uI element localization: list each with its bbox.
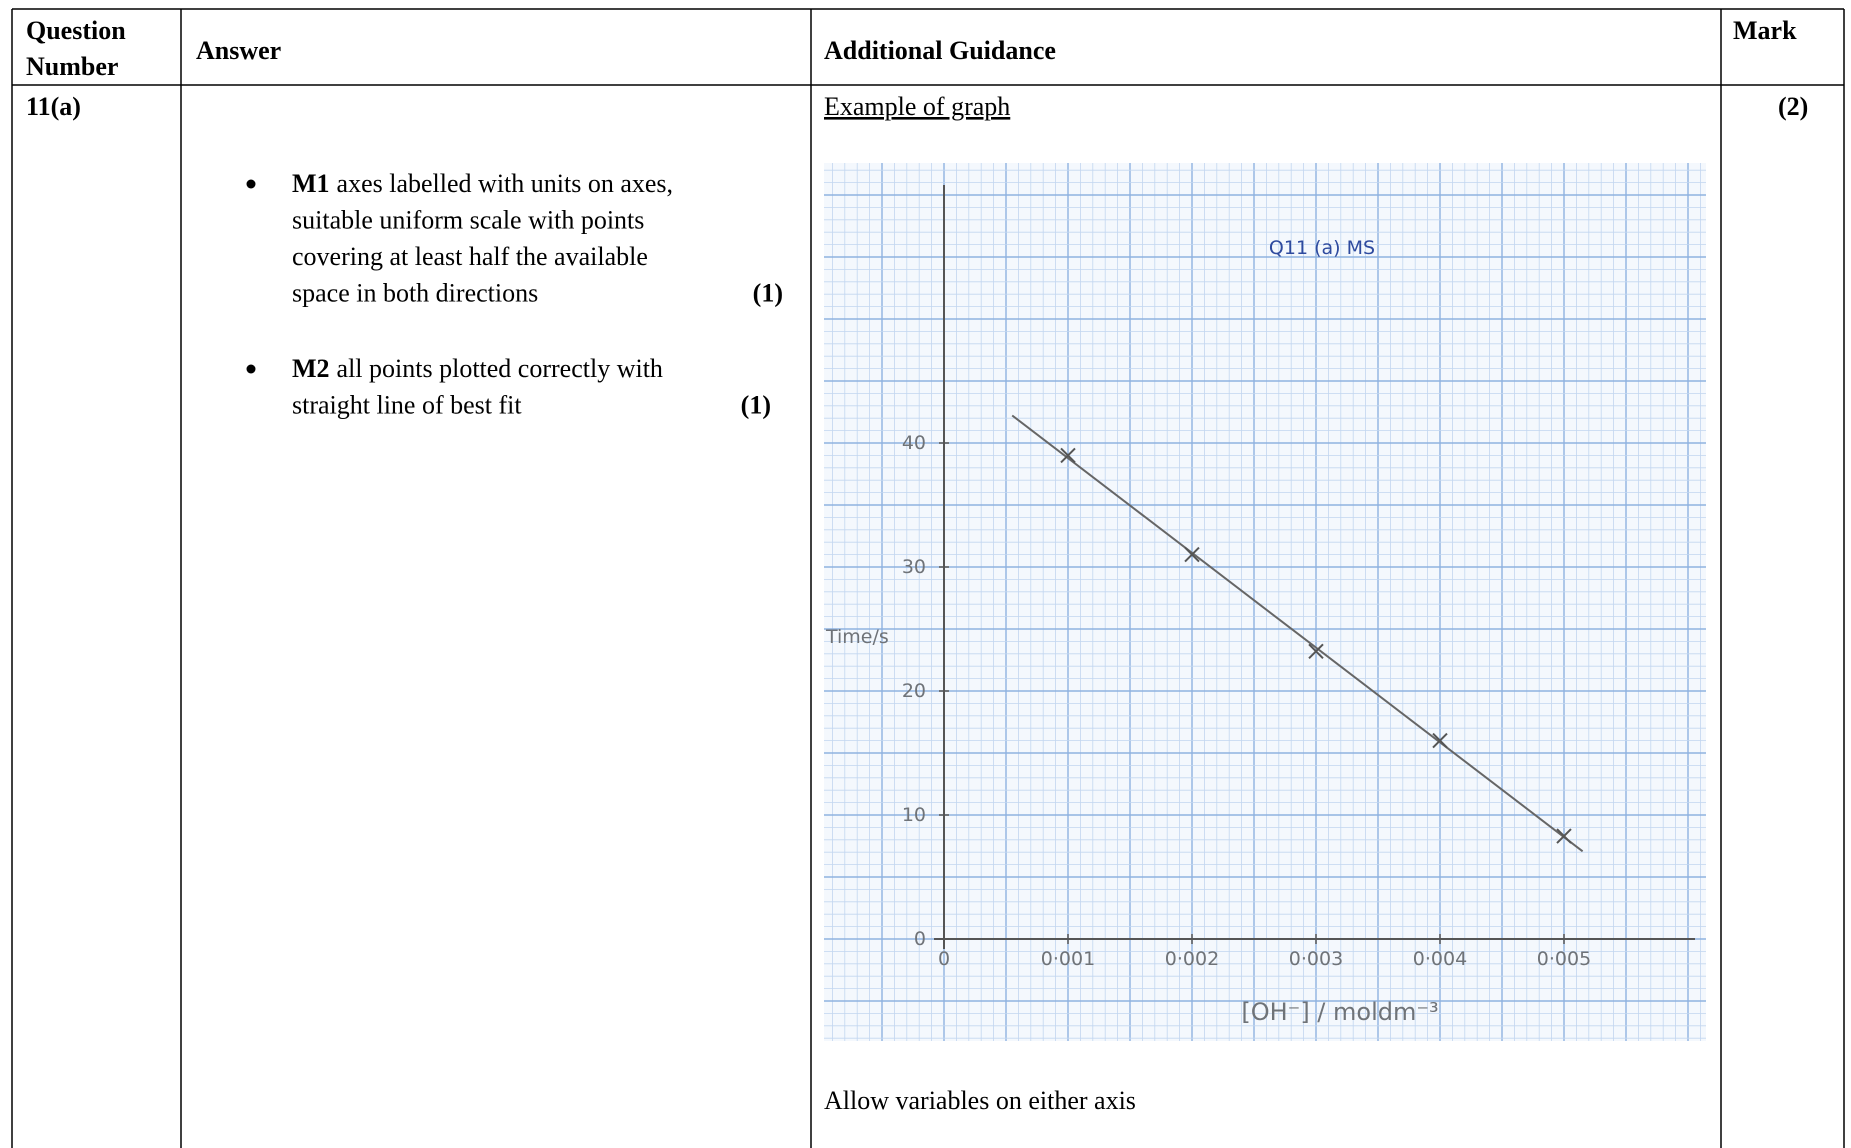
x-tick-label: 0·004	[1413, 948, 1467, 970]
bullet	[247, 180, 256, 189]
graph-title: Q11 (a) MS	[1269, 237, 1375, 259]
y-tick-label: 30	[902, 556, 926, 578]
guidance-heading: Example of graph	[824, 92, 1010, 121]
bullet-mark: (1)	[741, 391, 771, 420]
answer-text: all points plotted correctly with	[337, 354, 663, 383]
header-answer: Answer	[196, 36, 281, 65]
bullet	[247, 365, 256, 374]
y-tick-label: 10	[902, 804, 926, 826]
y-tick-label: 0	[914, 928, 926, 950]
bullet-mark: (1)	[753, 279, 783, 308]
total-mark: (2)	[1778, 92, 1808, 121]
y-tick-label: 40	[902, 432, 926, 454]
y-axis-label: Time/s	[825, 626, 889, 648]
header-guidance: Additional Guidance	[824, 36, 1056, 65]
y-tick-label: 20	[902, 680, 926, 702]
graph: 0 10 20 30 40 0 0·001 0·002 0·003 0·004 0·005 Q11 (…	[824, 163, 1706, 1041]
header-question: Question	[26, 16, 126, 45]
header-mark: Mark	[1733, 16, 1797, 45]
answer-text: axes labelled with units on axes,	[337, 169, 673, 198]
question-number: 11(a)	[26, 92, 81, 121]
answer-line: covering at least half the available	[292, 242, 648, 271]
mark-label: M1	[292, 169, 330, 198]
mark-scheme: Question Number Answer Additional Guidan…	[0, 0, 1851, 1148]
answer-line: suitable uniform scale with points	[292, 206, 644, 235]
header-question: Number	[26, 52, 118, 81]
x-axis-label: [OH⁻] / moldm⁻³	[1241, 998, 1438, 1026]
x-tick-label: 0	[938, 948, 950, 970]
guidance-note: Allow variables on either axis	[824, 1086, 1136, 1115]
x-tick-label: 0·001	[1041, 948, 1095, 970]
x-tick-label: 0·002	[1165, 948, 1219, 970]
x-tick-label: 0·005	[1537, 948, 1591, 970]
mark-label: M2	[292, 354, 330, 383]
answer-line: space in both directions	[292, 279, 538, 308]
answer-line: straight line of best fit	[292, 391, 522, 420]
x-tick-label: 0·003	[1289, 948, 1343, 970]
